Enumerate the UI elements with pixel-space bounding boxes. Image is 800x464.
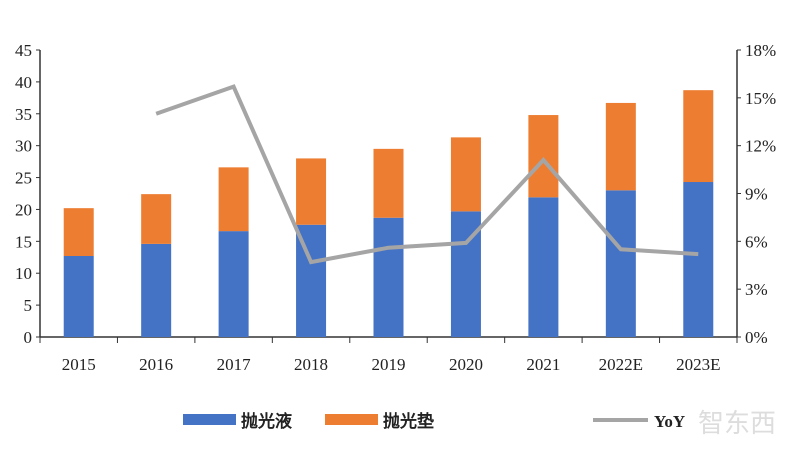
right-tick-label: 3% bbox=[745, 280, 768, 299]
bar-抛光垫 bbox=[373, 148, 404, 218]
bar-抛光垫 bbox=[605, 102, 636, 191]
left-tick-label: 5 bbox=[24, 296, 33, 315]
bar-抛光垫 bbox=[683, 90, 714, 183]
legend-label: YoY bbox=[654, 412, 685, 431]
left-tick-label: 15 bbox=[15, 232, 32, 251]
bar-抛光垫 bbox=[218, 167, 249, 232]
x-tick-label: 2015 bbox=[62, 355, 96, 374]
bar-抛光垫 bbox=[450, 137, 481, 212]
x-tick-label: 2022E bbox=[599, 355, 643, 374]
bar-抛光液 bbox=[63, 256, 94, 337]
right-tick-label: 15% bbox=[745, 89, 776, 108]
x-tick-label: 2018 bbox=[294, 355, 328, 374]
bar-抛光垫 bbox=[296, 158, 327, 225]
left-tick-label: 25 bbox=[15, 169, 32, 188]
legend-label: 抛光液 bbox=[241, 411, 292, 431]
right-tick-label: 6% bbox=[745, 232, 768, 251]
bar-抛光垫 bbox=[141, 194, 172, 244]
bar-抛光液 bbox=[218, 231, 249, 337]
right-tick-label: 18% bbox=[745, 41, 776, 60]
line-YoY bbox=[155, 84, 699, 265]
x-tick-label: 2023E bbox=[676, 355, 720, 374]
bar-抛光液 bbox=[683, 182, 714, 337]
x-tick-label: 2019 bbox=[372, 355, 406, 374]
bar-抛光液 bbox=[605, 190, 636, 337]
right-tick-label: 0% bbox=[745, 328, 768, 347]
bar-抛光液 bbox=[141, 243, 172, 337]
right-tick-label: 12% bbox=[745, 137, 776, 156]
bar-抛光垫 bbox=[63, 208, 94, 257]
left-tick-label: 20 bbox=[15, 200, 32, 219]
bar-抛光液 bbox=[528, 197, 559, 337]
left-tick-label: 30 bbox=[15, 137, 32, 156]
left-tick-label: 35 bbox=[15, 105, 32, 124]
x-tick-label: 2016 bbox=[139, 355, 173, 374]
watermark-logo: 智东西 bbox=[698, 409, 776, 439]
bar-抛光液 bbox=[373, 217, 404, 337]
left-tick-label: 0 bbox=[24, 328, 33, 347]
legend-swatch bbox=[325, 414, 378, 425]
right-tick-label: 9% bbox=[745, 185, 768, 204]
left-tick-label: 45 bbox=[15, 41, 32, 60]
x-tick-label: 2021 bbox=[526, 355, 560, 374]
legend-swatch bbox=[183, 414, 236, 425]
left-tick-label: 40 bbox=[15, 73, 32, 92]
x-tick-label: 2020 bbox=[449, 355, 483, 374]
legend-label: 抛光垫 bbox=[383, 411, 434, 431]
left-tick-label: 10 bbox=[15, 264, 32, 283]
x-tick-label: 2017 bbox=[217, 355, 252, 374]
bar-抛光垫 bbox=[528, 115, 559, 198]
